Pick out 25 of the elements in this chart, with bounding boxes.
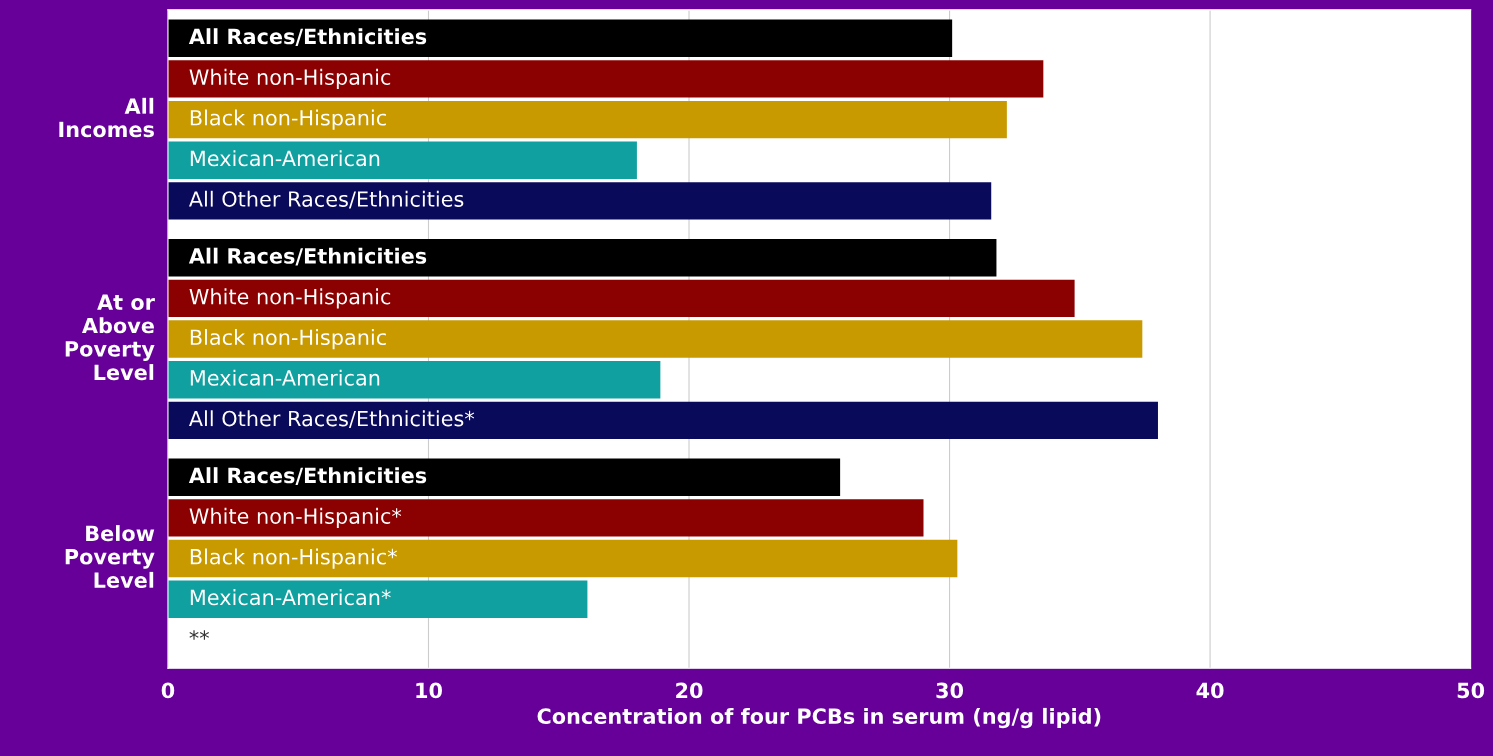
y-tick-label: Black non-Hispanic	[190, 109, 386, 130]
y-tick-label: Mexican-American	[190, 150, 380, 167]
y-tick-label: White non-Hispanic	[189, 288, 391, 309]
y-tick-label: All Races/Ethnicities	[188, 28, 427, 46]
x-tick-label: 10	[416, 682, 442, 699]
text: All Incomes	[59, 97, 154, 138]
y-tick-label: All Races/Ethnicities	[188, 467, 427, 485]
x-tick-label: 50	[1457, 682, 1485, 699]
y-tick-label: All Other Races/Ethnicities*	[188, 410, 475, 429]
text: At or Above Poverty Level	[65, 294, 155, 381]
y-tick-label: **	[189, 630, 210, 640]
x-tick-label: 30	[936, 682, 964, 699]
y-tick-label: Black non-Hispanic	[190, 328, 386, 350]
x-tick-label: 40	[1196, 682, 1224, 699]
y-tick-label: White non-Hispanic*	[189, 507, 402, 528]
x-axis-title: Concentration of four PCBs in serum (ng/g lipid)	[537, 707, 1101, 729]
y-tick-label: All Other Races/Ethnicities	[188, 190, 464, 209]
x-tick-label: 0	[161, 682, 175, 699]
y-tick-label: Black non-Hispanic*	[190, 548, 397, 569]
y-tick-label: White non-Hispanic	[189, 68, 391, 90]
y-tick-label: All Races/Ethnicities	[188, 247, 427, 266]
x-tick-label: 20	[676, 682, 703, 699]
y-tick-label: Mexican-American*	[190, 589, 391, 606]
text: Below Poverty Level	[65, 525, 155, 589]
y-tick-label: Mexican-American	[190, 369, 380, 386]
